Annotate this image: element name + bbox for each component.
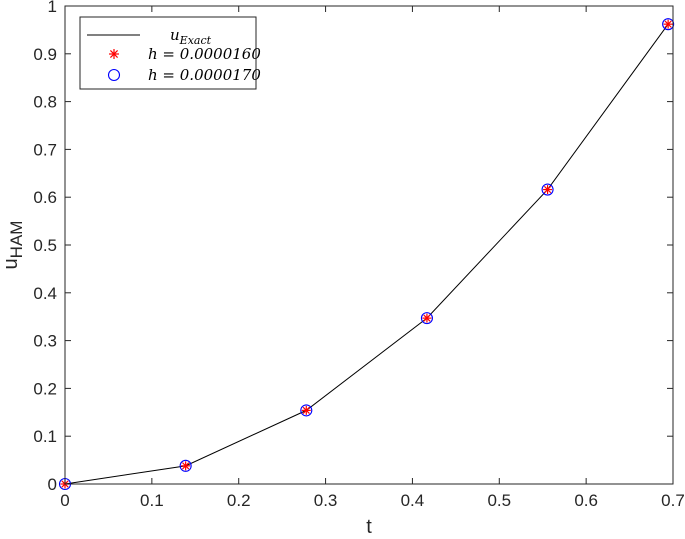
y-tick-label: 0.7 — [33, 140, 57, 159]
circle-marker-h170 — [662, 18, 675, 31]
legend-exact-main: u — [170, 26, 180, 44]
x-tick-label: 0.5 — [487, 491, 511, 510]
y-tick-label: 0.3 — [33, 332, 57, 351]
x-tick-labels: 0 0.1 0.2 0.3 0.4 0.5 0.6 0.7 — [60, 491, 685, 510]
legend-asterisk-marker — [109, 49, 119, 59]
asterisk-marker-h160 — [422, 313, 432, 323]
y-tick-label: 0.2 — [33, 379, 57, 398]
legend-item-h170: h = 0.0000170 — [107, 66, 261, 84]
legend-h160-label: h = 0.0000160 — [148, 45, 261, 63]
x-tick-label: 0.2 — [227, 491, 251, 510]
y-axis-label: uHAM — [0, 221, 26, 270]
y-tick-label: 0.5 — [33, 236, 57, 255]
x-tick-label: 0.3 — [314, 491, 338, 510]
legend-circle-marker — [107, 68, 121, 82]
asterisk-marker-h160 — [301, 405, 311, 415]
circle-marker-h170 — [541, 183, 554, 196]
svg-text:uExact: uExact — [170, 26, 212, 47]
x-tick-label: 0 — [60, 491, 69, 510]
x-tick-label: 0.4 — [401, 491, 425, 510]
y-axis-label-main: u — [0, 258, 22, 269]
asterisk-marker-h160 — [543, 185, 553, 195]
x-axis-label: t — [366, 516, 372, 538]
y-tick-label: 0.9 — [33, 45, 57, 64]
y-tick-label: 0.1 — [33, 427, 57, 446]
circle-marker-h170 — [420, 312, 433, 325]
axes-box — [64, 5, 674, 485]
x-tick-label: 0.1 — [140, 491, 164, 510]
y-tick-label: 0.6 — [33, 188, 57, 207]
ticks-layer — [64, 5, 674, 485]
asterisk-marker-h160 — [181, 461, 191, 471]
x-tick-label: 0.6 — [574, 491, 598, 510]
svg-text:uHAM: uHAM — [0, 221, 26, 270]
series-line-exact — [64, 23, 669, 485]
circle-marker-h170 — [179, 459, 192, 472]
y-axis-label-subscript: HAM — [7, 221, 26, 259]
circle-marker-h170 — [300, 404, 313, 417]
y-tick-label: 0.4 — [33, 284, 57, 303]
legend-item-h160: h = 0.0000160 — [109, 45, 261, 63]
x-tick-label: 0.7 — [661, 491, 685, 510]
legend-exact-subscript: Exact — [179, 34, 212, 47]
asterisk-marker-h160 — [663, 19, 673, 29]
y-tick-labels: 0 0.1 0.2 0.3 0.4 0.5 0.6 0.7 0.8 0.9 1 — [33, 0, 57, 494]
legend-item-exact: uExact — [87, 26, 212, 47]
legend: uExact h = 0.0000160 h = 0.0000170 — [79, 16, 261, 90]
y-tick-label: 0.8 — [33, 93, 57, 112]
y-tick-label: 0 — [48, 475, 57, 494]
y-tick-label: 1 — [48, 0, 57, 16]
legend-h170-label: h = 0.0000170 — [148, 66, 261, 84]
